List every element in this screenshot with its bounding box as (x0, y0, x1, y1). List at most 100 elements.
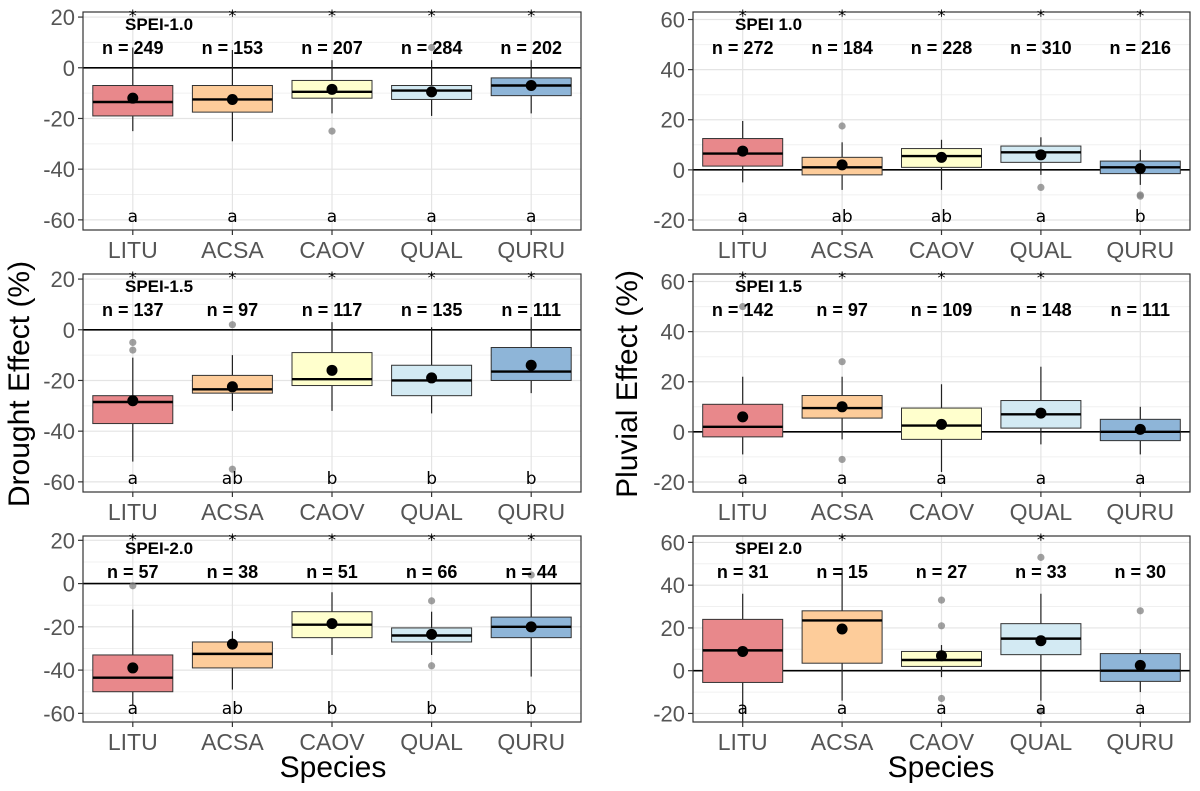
y-tick-label: -20 (43, 368, 75, 393)
significance-star: * (228, 530, 236, 549)
sample-size-label: n = 97 (816, 300, 868, 320)
y-tick-label: 40 (661, 58, 685, 83)
significance-star: * (428, 268, 436, 287)
significance-star: * (527, 268, 535, 287)
group-letter: ab (931, 207, 952, 227)
y-tick-label: 20 (51, 267, 75, 292)
mean-point (326, 83, 338, 95)
y-tick-label: -20 (653, 208, 685, 233)
mean-point (525, 359, 537, 371)
outlier-point (328, 127, 336, 135)
x-tick-label: ACSA (201, 237, 264, 263)
y-tick-label: 0 (673, 158, 685, 183)
group-letter: a (837, 699, 847, 719)
mean-point (1035, 407, 1047, 419)
mean-point (1035, 149, 1047, 161)
box-litu (702, 302, 784, 455)
y-tick-label: 0 (673, 659, 685, 684)
panel-6: 60 40 20 0 -20 LITU ACSA CAOV QUAL QURU SPEI 2.0 n … (653, 530, 1191, 755)
sample-size-label: n = 15 (816, 562, 868, 582)
y-tick-label: -60 (43, 208, 75, 233)
outlier-point (129, 582, 137, 590)
y-tick-label: 20 (51, 5, 75, 30)
group-letter: a (128, 207, 138, 227)
panel-title: SPEI 1.5 (735, 277, 802, 296)
box-quru (1099, 406, 1181, 455)
mean-point (426, 628, 438, 640)
significance-star: * (838, 268, 846, 287)
group-letter: ab (831, 207, 852, 227)
mean-point (226, 93, 238, 105)
x-tick-label: ACSA (811, 499, 874, 525)
group-letter: ab (222, 699, 243, 719)
sample-size-label: n = 284 (401, 38, 463, 58)
group-letter: a (737, 207, 747, 227)
group-letter: ab (222, 469, 243, 489)
mean-point (836, 623, 848, 635)
y-tick-label: 0 (63, 56, 75, 81)
significance-star: * (527, 6, 535, 25)
group-letter: a (737, 469, 747, 489)
sample-size-label: n = 30 (1115, 562, 1167, 582)
box-caov (291, 592, 373, 655)
group-letter: a (128, 469, 138, 489)
box-litu (702, 593, 784, 722)
y-tick-label: 40 (661, 320, 685, 345)
y-tick-label: 0 (63, 572, 75, 597)
significance-star: * (228, 6, 236, 25)
mean-point (737, 411, 749, 423)
significance-star: * (938, 268, 946, 287)
group-letter: a (526, 207, 536, 227)
mean-point (936, 650, 947, 662)
sample-size-label: n = 153 (202, 38, 264, 58)
sample-size-label: n = 228 (911, 38, 973, 58)
outlier-point (937, 694, 946, 703)
y-tick-label: 40 (661, 573, 685, 598)
sample-size-label: n = 135 (401, 300, 463, 320)
significance-star: * (739, 268, 747, 287)
mean-point (127, 395, 139, 407)
sample-size-label: n = 51 (306, 562, 358, 582)
outlier-point (1136, 192, 1144, 200)
sample-size-label: n = 249 (102, 38, 164, 58)
group-letter: a (1036, 699, 1046, 719)
x-tick-label: ACSA (811, 729, 874, 755)
significance-star: * (328, 268, 336, 287)
group-letter: b (426, 699, 437, 719)
mean-point (936, 418, 947, 430)
box-quru (490, 60, 572, 114)
box-litu (92, 582, 174, 705)
group-letter: a (1135, 699, 1145, 719)
x-tick-label: CAOV (909, 729, 975, 755)
sample-size-label: n = 272 (712, 38, 774, 58)
x-axis-title-right: Species (888, 751, 995, 784)
sample-size-label: n = 33 (1015, 562, 1067, 582)
x-tick-label: CAOV (909, 237, 975, 263)
box-litu (92, 338, 174, 462)
x-tick-label: QUAL (400, 729, 463, 755)
mean-point (426, 86, 438, 98)
group-letter: b (1135, 207, 1146, 227)
x-tick-label: LITU (108, 729, 158, 755)
x-tick-label: LITU (718, 237, 768, 263)
significance-star: * (527, 530, 535, 549)
sample-size-label: n = 27 (916, 562, 968, 582)
box-caov (901, 139, 982, 190)
mean-point (127, 92, 139, 104)
sample-size-label: n = 142 (712, 300, 774, 320)
outlier-point (228, 465, 236, 473)
box-quru (490, 571, 572, 677)
box-qual (391, 43, 473, 116)
y-tick-label: 60 (661, 8, 685, 33)
sample-size-label: n = 148 (1010, 300, 1072, 320)
mean-point (525, 621, 537, 633)
group-letter: a (128, 699, 138, 719)
x-tick-label: QURU (1106, 499, 1174, 525)
panel-2: 60 40 20 0 -20 LITU ACSA CAOV QUAL QURU SPEI 1.0 n … (653, 6, 1191, 263)
outlier-point (937, 596, 946, 604)
outlier-point (838, 358, 846, 366)
sample-size-label: n = 111 (1111, 300, 1171, 320)
outlier-point (1037, 707, 1045, 715)
mean-point (226, 381, 238, 393)
